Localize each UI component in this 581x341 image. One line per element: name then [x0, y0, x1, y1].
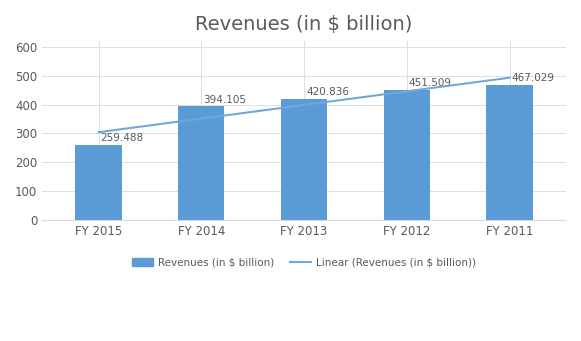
Legend: Revenues (in $ billion), Linear (Revenues (in $ billion)): Revenues (in $ billion), Linear (Revenue…: [128, 254, 480, 272]
Text: 467.029: 467.029: [511, 74, 554, 84]
Title: Revenues (in $ billion): Revenues (in $ billion): [195, 15, 413, 34]
Bar: [178, 106, 224, 220]
Text: 420.836: 420.836: [306, 87, 349, 97]
Text: 451.509: 451.509: [409, 78, 452, 88]
Bar: [383, 90, 430, 220]
Bar: [486, 85, 533, 220]
Text: 259.488: 259.488: [101, 133, 144, 143]
Bar: [76, 145, 122, 220]
Bar: [281, 99, 327, 220]
Text: 394.105: 394.105: [203, 94, 246, 105]
